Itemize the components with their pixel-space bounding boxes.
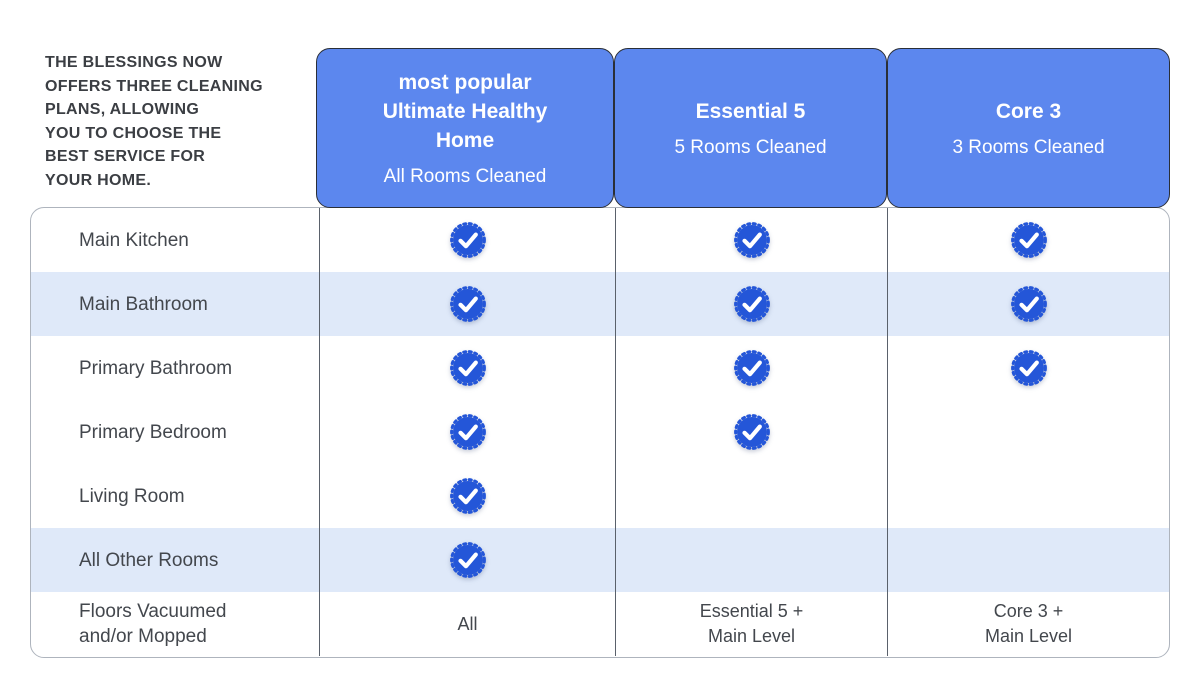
check-badge-icon (449, 221, 487, 259)
table-row: Main Kitchen (31, 208, 1169, 272)
check-badge-icon (1010, 349, 1048, 387)
plan-cell (887, 400, 1169, 464)
plan-tagline: most popular (398, 71, 532, 94)
plan-cell (615, 208, 887, 272)
plan-cell (615, 464, 887, 528)
row-label: Main Bathroom (79, 293, 208, 315)
plan-header-essential-5: Essential 5 5 Rooms Cleaned (614, 48, 887, 208)
table-row: All Other Rooms (31, 528, 1169, 592)
check-badge-icon (733, 349, 771, 387)
plan-cell (615, 272, 887, 336)
plan-cell (887, 336, 1169, 400)
plan-headers: most popular Ultimate Healthy Home All R… (316, 48, 1170, 208)
check-badge-icon (449, 349, 487, 387)
plan-cell: Essential 5 + Main Level (615, 592, 887, 656)
plan-cell (887, 272, 1169, 336)
plan-subtitle: 5 Rooms Cleaned (674, 137, 827, 158)
plan-name: Essential 5 (695, 100, 806, 123)
plan-cell: Core 3 + Main Level (887, 592, 1169, 656)
plan-name: Core 3 (995, 100, 1062, 123)
row-label: Primary Bathroom (79, 357, 233, 379)
row-label: Main Kitchen (79, 229, 189, 251)
row-label: Living Room (79, 485, 185, 507)
plan-cell (887, 464, 1169, 528)
check-badge-icon (1010, 221, 1048, 259)
plan-header-ultimate-healthy-home: most popular Ultimate Healthy Home All R… (316, 48, 614, 208)
table-row: Primary Bedroom (31, 400, 1169, 464)
plan-cell (319, 208, 615, 272)
plan-cell (887, 528, 1169, 592)
check-badge-icon (449, 285, 487, 323)
plan-cell (319, 272, 615, 336)
check-badge-icon (449, 541, 487, 579)
plan-subtitle: 3 Rooms Cleaned (952, 137, 1105, 158)
plan-cell (319, 336, 615, 400)
check-badge-icon (449, 413, 487, 451)
plan-subtitle: All Rooms Cleaned (383, 166, 547, 187)
check-badge-icon (733, 285, 771, 323)
plan-cell (615, 528, 887, 592)
plan-name: Ultimate Healthy Home (382, 100, 548, 152)
table-row: Primary Bathroom (31, 336, 1169, 400)
comparison-table-body: Main Kitchen Main Bathroom (30, 207, 1170, 658)
plan-cell (887, 208, 1169, 272)
check-badge-icon (449, 477, 487, 515)
row-label: All Other Rooms (79, 549, 219, 571)
check-badge-icon (1010, 285, 1048, 323)
plan-cell: All (319, 592, 615, 656)
row-label: Primary Bedroom (79, 421, 227, 443)
plan-cell (319, 464, 615, 528)
row-label: Floors Vacuumed and/or Mopped (79, 601, 227, 647)
table-row: Living Room (31, 464, 1169, 528)
plan-cell (319, 528, 615, 592)
plan-cell (319, 400, 615, 464)
plan-header-core-3: Core 3 3 Rooms Cleaned (887, 48, 1170, 208)
check-badge-icon (733, 413, 771, 451)
check-badge-icon (733, 221, 771, 259)
plan-cell (615, 400, 887, 464)
table-row: Main Bathroom (31, 272, 1169, 336)
plan-cell (615, 336, 887, 400)
intro-text: THE BLESSINGS NOW OFFERS THREE CLEANING … (45, 54, 263, 189)
table-row: Floors Vacuumed and/or Mopped All Essent… (31, 592, 1169, 656)
